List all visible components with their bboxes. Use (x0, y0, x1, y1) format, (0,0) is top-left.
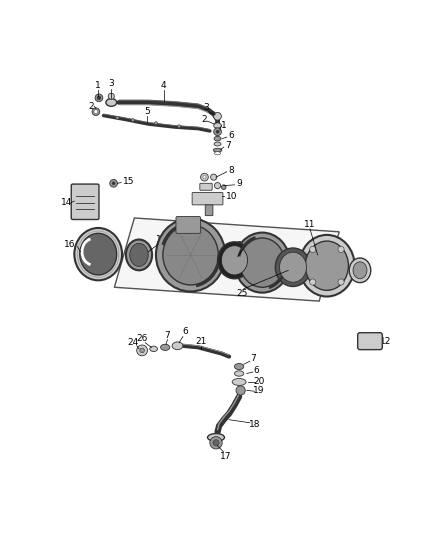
Ellipse shape (353, 262, 367, 279)
Circle shape (221, 185, 226, 189)
FancyBboxPatch shape (205, 205, 213, 216)
Circle shape (310, 246, 316, 253)
Ellipse shape (221, 246, 247, 275)
Circle shape (310, 279, 316, 285)
Text: 16: 16 (64, 240, 75, 249)
FancyBboxPatch shape (71, 184, 99, 220)
Ellipse shape (161, 344, 170, 350)
Ellipse shape (208, 433, 224, 441)
Circle shape (203, 175, 206, 179)
Circle shape (116, 116, 119, 119)
Ellipse shape (234, 232, 290, 293)
Circle shape (177, 125, 180, 128)
Ellipse shape (232, 378, 246, 385)
Ellipse shape (234, 371, 244, 376)
Text: 1: 1 (221, 121, 226, 130)
Ellipse shape (305, 241, 349, 290)
Ellipse shape (279, 252, 307, 282)
Ellipse shape (240, 238, 285, 287)
Circle shape (338, 246, 344, 253)
Ellipse shape (299, 235, 355, 296)
Ellipse shape (234, 364, 244, 370)
Circle shape (94, 110, 98, 114)
Ellipse shape (214, 136, 221, 141)
Text: 13: 13 (156, 235, 168, 244)
Text: 10: 10 (226, 192, 237, 201)
Text: 20: 20 (254, 377, 265, 386)
Circle shape (236, 386, 245, 395)
Text: 2: 2 (88, 102, 94, 111)
Ellipse shape (218, 242, 251, 279)
Ellipse shape (106, 99, 117, 106)
Circle shape (215, 182, 221, 189)
Text: 17: 17 (219, 452, 231, 461)
Text: 7: 7 (226, 141, 231, 150)
FancyBboxPatch shape (192, 192, 223, 205)
Ellipse shape (74, 228, 122, 280)
Circle shape (92, 108, 100, 116)
Circle shape (201, 173, 208, 181)
Circle shape (338, 279, 344, 285)
FancyBboxPatch shape (200, 183, 212, 190)
Text: 2: 2 (201, 115, 206, 124)
Text: 15: 15 (123, 176, 134, 185)
Circle shape (214, 112, 221, 120)
Circle shape (108, 93, 114, 99)
Text: 5: 5 (144, 107, 150, 116)
Text: 11: 11 (304, 220, 316, 229)
Ellipse shape (150, 346, 158, 352)
Polygon shape (114, 218, 339, 301)
Text: 1: 1 (95, 81, 101, 90)
Text: 19: 19 (253, 386, 265, 395)
Circle shape (95, 94, 103, 102)
Ellipse shape (172, 342, 183, 350)
Ellipse shape (276, 248, 311, 287)
Ellipse shape (156, 219, 225, 292)
Circle shape (216, 130, 219, 133)
Circle shape (112, 182, 115, 185)
Text: 6: 6 (182, 327, 188, 336)
Circle shape (210, 437, 222, 449)
Text: 22: 22 (237, 241, 248, 250)
Text: 3: 3 (203, 102, 209, 111)
Text: 6: 6 (253, 366, 259, 375)
FancyBboxPatch shape (358, 333, 382, 350)
FancyBboxPatch shape (176, 216, 201, 233)
Text: 7: 7 (250, 353, 256, 362)
Ellipse shape (213, 148, 222, 152)
Circle shape (211, 174, 217, 180)
Ellipse shape (80, 233, 117, 275)
Text: 25: 25 (237, 289, 248, 298)
Circle shape (140, 348, 145, 353)
Circle shape (155, 122, 158, 125)
Text: 9: 9 (236, 179, 242, 188)
Text: 6: 6 (229, 131, 234, 140)
Ellipse shape (215, 152, 221, 155)
Circle shape (213, 440, 219, 446)
Text: 24: 24 (127, 338, 138, 347)
Text: 12: 12 (380, 337, 391, 346)
Ellipse shape (126, 239, 152, 270)
Circle shape (137, 345, 148, 356)
Text: 8: 8 (229, 166, 234, 175)
Text: 18: 18 (249, 420, 260, 429)
Text: 7: 7 (165, 330, 170, 340)
Text: 3: 3 (109, 79, 114, 88)
Circle shape (131, 119, 134, 122)
Ellipse shape (214, 123, 221, 128)
Text: 21: 21 (195, 337, 206, 346)
Ellipse shape (163, 225, 218, 285)
Text: 4: 4 (161, 81, 166, 90)
Circle shape (97, 96, 101, 100)
Ellipse shape (214, 142, 221, 146)
Ellipse shape (349, 258, 371, 282)
Text: 14: 14 (61, 198, 72, 207)
Text: 26: 26 (136, 334, 148, 343)
Ellipse shape (130, 244, 148, 266)
Circle shape (214, 128, 221, 135)
Circle shape (110, 180, 117, 187)
